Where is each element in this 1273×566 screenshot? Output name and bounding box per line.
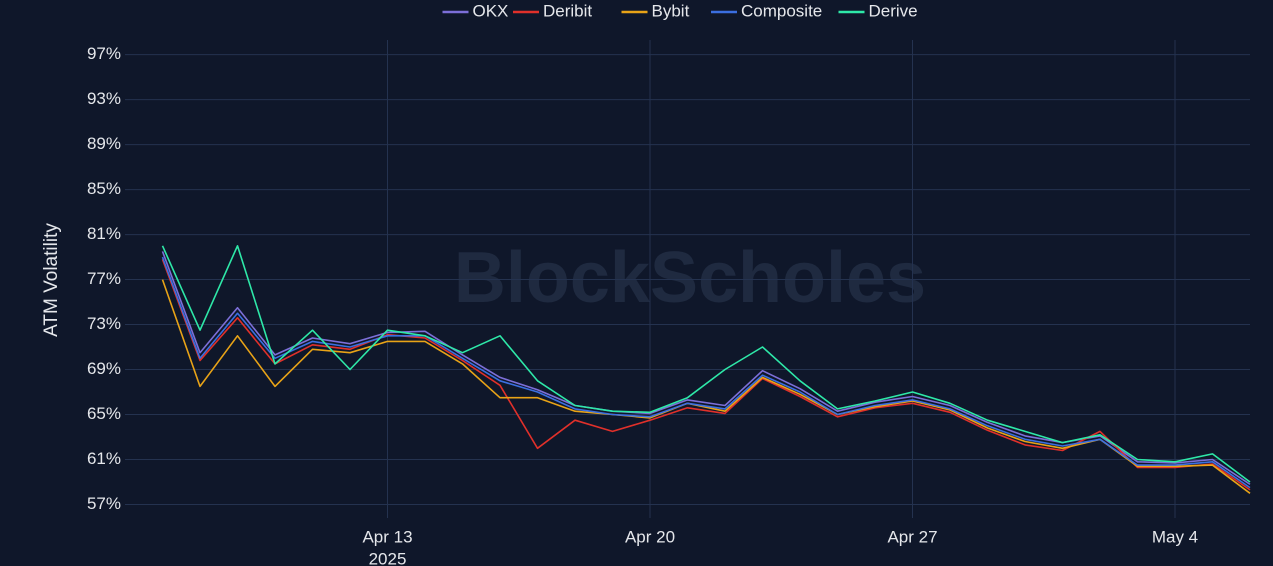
x-year-label: 2025 bbox=[369, 549, 407, 566]
legend-label: Derive bbox=[869, 1, 918, 20]
legend-label: OKX bbox=[473, 1, 509, 20]
y-tick-label: 61% bbox=[87, 449, 121, 468]
y-tick-label: 97% bbox=[87, 44, 121, 63]
y-tick-label: 69% bbox=[87, 359, 121, 378]
y-tick-label: 89% bbox=[87, 134, 121, 153]
legend-label: Bybit bbox=[652, 1, 690, 20]
y-tick-label: 57% bbox=[87, 494, 121, 513]
x-tick-label: Apr 13 bbox=[362, 527, 412, 546]
y-tick-label: 81% bbox=[87, 224, 121, 243]
x-tick-label: May 4 bbox=[1152, 527, 1198, 546]
x-tick-label: Apr 20 bbox=[625, 527, 675, 546]
legend-label: Composite bbox=[741, 1, 822, 20]
legend-label: Deribit bbox=[543, 1, 592, 20]
y-tick-label: 65% bbox=[87, 404, 121, 423]
y-tick-label: 93% bbox=[87, 89, 121, 108]
series-line bbox=[161, 279, 1251, 494]
x-tick-label: Apr 27 bbox=[887, 527, 937, 546]
watermark: BlockScholes bbox=[454, 238, 926, 318]
series-line bbox=[161, 245, 1251, 483]
y-tick-label: 85% bbox=[87, 179, 121, 198]
series-line bbox=[161, 256, 1251, 489]
y-tick-label: 73% bbox=[87, 314, 121, 333]
y-axis-label: ATM Volatility bbox=[41, 223, 62, 337]
y-tick-label: 77% bbox=[87, 269, 121, 288]
